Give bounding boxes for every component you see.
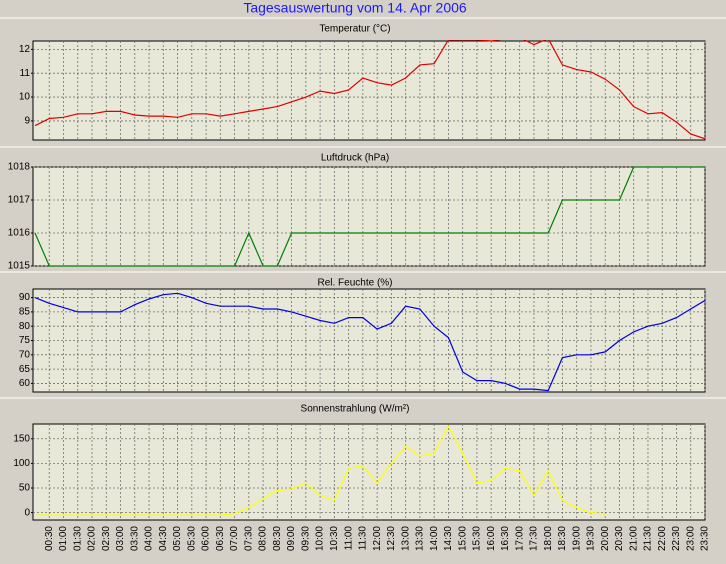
x-tick-label: 05:30	[186, 526, 197, 551]
y-tick-label: 100	[13, 458, 30, 469]
y-tick-label: 80	[19, 321, 31, 332]
x-tick-label: 09:00	[286, 526, 297, 551]
plot-area	[32, 40, 706, 141]
x-tick-label: 19:30	[586, 526, 597, 551]
y-tick-label: 50	[19, 483, 31, 494]
data-line	[34, 292, 705, 392]
y-tick-label: 1016	[8, 228, 31, 239]
x-tick-label: 12:00	[372, 526, 383, 551]
x-tick-label: 21:30	[643, 526, 654, 551]
x-tick-label: 14:30	[443, 526, 454, 551]
x-tick-label: 08:00	[258, 526, 269, 551]
x-tick-label: 18:00	[543, 526, 554, 551]
x-tick-label: 11:30	[358, 526, 369, 551]
x-tick-label: 23:00	[685, 526, 696, 551]
data-line	[34, 40, 705, 140]
plot-area	[32, 166, 706, 267]
x-tick-label: 21:00	[628, 526, 639, 551]
x-tick-label: 17:30	[529, 526, 540, 551]
y-tick-label: 1017	[8, 195, 31, 206]
y-tick-label: 90	[19, 292, 31, 303]
x-tick-label: 08:30	[272, 526, 283, 551]
x-tick-label: 04:00	[144, 526, 155, 551]
x-tick-label: 06:00	[201, 526, 212, 551]
x-tick-label: 02:00	[87, 526, 98, 551]
x-tick-label: 05:00	[172, 526, 183, 551]
x-tick-label: 00:30	[44, 526, 55, 551]
y-tick-label: 12	[19, 44, 31, 55]
y-tick-label: 0	[24, 507, 30, 518]
x-tick-label: 13:30	[415, 526, 426, 551]
x-tick-label: 01:00	[58, 526, 69, 551]
panel-title: Sonnenstrahlung (W/m²)	[301, 404, 410, 415]
y-tick-label: 11	[20, 68, 31, 79]
x-tick-label: 20:30	[614, 526, 625, 551]
x-tick-label: 19:00	[571, 526, 582, 551]
x-tick-label: 07:00	[229, 526, 240, 551]
x-tick-label: 17:00	[514, 526, 525, 551]
panel-title: Luftdruck (hPa)	[321, 153, 389, 164]
x-tick-label: 01:30	[72, 526, 83, 551]
x-tick-label: 13:00	[400, 526, 411, 551]
x-tick-label: 02:30	[101, 526, 112, 551]
x-tick-label: 15:00	[457, 526, 468, 551]
x-tick-label: 10:00	[315, 526, 326, 551]
plot-area	[32, 423, 706, 521]
x-tick-label: 20:00	[600, 526, 611, 551]
x-tick-label: 23:30	[700, 526, 711, 551]
x-tick-label: 14:00	[429, 526, 440, 551]
x-tick-label: 10:30	[329, 526, 340, 551]
x-tick-label: 03:30	[129, 526, 140, 551]
y-tick-label: 1015	[8, 261, 31, 272]
x-tick-label: 03:00	[115, 526, 126, 551]
y-tick-label: 65	[19, 364, 31, 375]
x-tick-label: 12:30	[386, 526, 397, 551]
y-tick-label: 9	[24, 116, 30, 127]
data-line	[35, 425, 606, 516]
y-tick-label: 75	[19, 335, 31, 346]
x-tick-label: 22:30	[671, 526, 682, 551]
x-tick-label: 07:30	[243, 526, 254, 551]
x-tick-label: 11:00	[343, 526, 354, 551]
y-tick-label: 85	[19, 307, 31, 318]
y-tick-label: 10	[19, 92, 31, 103]
x-tick-label: 15:30	[472, 526, 483, 551]
x-tick-label: 09:30	[300, 526, 311, 551]
x-tick-label: 18:30	[557, 526, 568, 551]
x-tick-label: 16:00	[486, 526, 497, 551]
panel-title: Rel. Feuchte (%)	[317, 278, 392, 289]
data-line	[34, 166, 705, 267]
x-tick-label: 22:00	[657, 526, 668, 551]
x-tick-label: 16:30	[500, 526, 511, 551]
panel-title: Temperatur (°C)	[319, 24, 390, 35]
y-tick-label: 150	[13, 433, 30, 444]
y-tick-label: 60	[19, 378, 31, 389]
page-title: Tagesauswertung vom 14. Apr 2006	[243, 0, 467, 16]
x-tick-label: 04:30	[158, 526, 169, 551]
y-tick-label: 70	[19, 349, 31, 360]
y-tick-label: 1018	[8, 162, 31, 173]
x-tick-label: 06:30	[215, 526, 226, 551]
